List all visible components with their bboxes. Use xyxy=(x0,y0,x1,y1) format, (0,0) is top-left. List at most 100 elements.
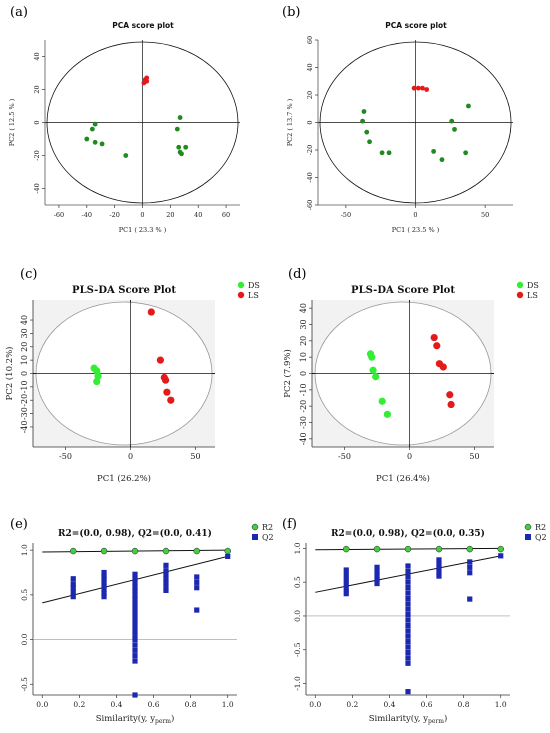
panel-a-1f8a1f-point xyxy=(176,144,182,150)
panel-e-q2-point xyxy=(132,619,138,625)
panel-f-q2-point xyxy=(374,564,380,570)
panel-f-q2-point xyxy=(436,557,442,563)
panel-e-q2-point xyxy=(132,623,138,629)
panel-a-x-tick-label: 40 xyxy=(194,211,202,219)
panel-c-y-tick-label: 40 xyxy=(20,315,29,325)
panel-f-x-axis-label-end: ) xyxy=(444,713,447,724)
panel-b-1f8a1f-point xyxy=(449,118,455,124)
panel-c-y-tick-label: 20 xyxy=(20,342,29,352)
panel-e-q2-point xyxy=(163,584,169,590)
panel-b-1f8a1f-point xyxy=(364,129,370,135)
panel-d-ds-point xyxy=(372,373,380,381)
panel-e-x-axis-label-subscript: perm xyxy=(155,718,171,725)
panel-d-legend-label-ds: DS xyxy=(527,281,539,290)
panel-d-label: (d) xyxy=(288,267,306,282)
panel-b-e41a1a-point xyxy=(411,85,417,91)
panel-a-x-tick-label: 20 xyxy=(166,211,174,219)
panel-e-x-tick-label: 0.0 xyxy=(36,700,48,709)
panel-b-x-axis-label: PC1 ( 23.5 % ) xyxy=(392,226,440,234)
panel-b-y-tick-label: 20 xyxy=(306,91,314,99)
panel-e-q2-point xyxy=(132,614,138,620)
panel-d-x-tick-label: 0 xyxy=(407,452,412,461)
panel-e-q2-point xyxy=(132,601,138,607)
panel-f-q2-point xyxy=(405,644,411,650)
panel-e-legend-marker-r2 xyxy=(251,523,259,531)
panel-c-ls-point xyxy=(162,376,170,384)
panel-e-q2-point xyxy=(132,605,138,611)
panel-b-y-tick-label: 60 xyxy=(306,36,314,44)
panel-c-x-tick-label: 0 xyxy=(128,452,133,461)
panel-f-y-tick-label: 1.0 xyxy=(293,542,302,554)
panel-f-r2-point xyxy=(497,545,504,553)
panel-c-y-tick-label: 0 xyxy=(20,371,29,376)
panel-a-x-axis-label: PC1 ( 23.3 % ) xyxy=(119,226,167,234)
panel-e-x-tick-label: 0.4 xyxy=(110,700,122,709)
panel-a-y-tick-label: 40 xyxy=(33,52,41,60)
panel-e-q2-point xyxy=(132,584,138,590)
panel-c-y-tick-label: 30 xyxy=(20,328,29,338)
panel-f-r2-point xyxy=(342,545,350,553)
panel-a-e41a1a-point xyxy=(144,78,150,84)
panel-e-q2-point xyxy=(132,628,138,634)
panel-b-1f8a1f-point xyxy=(367,139,372,145)
panel-f-q2-point xyxy=(405,617,411,623)
panel-f-q2-point xyxy=(343,591,349,597)
panel-b-y-tick-label: -40 xyxy=(306,172,314,182)
panel-f-q2-point xyxy=(405,649,411,656)
panel-f-q2-point xyxy=(343,586,349,592)
panel-d-y-tick-label: -40 xyxy=(299,432,308,445)
panel-f-legend-marker-q2 xyxy=(525,534,531,540)
panel-b-e41a1a-point xyxy=(424,87,430,92)
panel-b-y-axis-label: PC2 ( 13.7 % ) xyxy=(286,98,294,146)
panel-b-e41a1a-point xyxy=(415,85,421,91)
panel-f-q2-point xyxy=(467,570,473,576)
panel-e-q2-point xyxy=(101,594,107,600)
panel-e-q2-point xyxy=(194,607,200,613)
panel-d-title: PLS-DA Score Plot xyxy=(351,285,455,296)
panel-c-ls-point xyxy=(156,356,164,364)
panel-e-q2-point xyxy=(101,573,107,579)
panel-b-x-tick-label: 50 xyxy=(481,211,489,219)
panel-f-q2-point xyxy=(467,559,473,565)
panel-d-ls-point xyxy=(430,333,438,342)
panel-f-x-tick-label: 1.0 xyxy=(495,700,507,709)
panel-f-y-tick-label: 0.0 xyxy=(293,610,302,622)
panel-f-x-tick-label: 0.4 xyxy=(383,700,395,709)
panel-e-x-tick-label: 0.6 xyxy=(148,700,160,709)
panel-e-r2-point xyxy=(69,547,77,555)
panel-f-q2-point xyxy=(405,606,411,612)
panel-e-y-tick-label: 0.0 xyxy=(20,633,29,645)
panel-e-q2-point xyxy=(132,642,138,648)
panel-e-r2-point xyxy=(131,547,139,555)
panel-e-q2-point xyxy=(101,583,107,589)
panel-e-q2-point xyxy=(132,692,138,698)
panel-e-q2-point xyxy=(194,585,200,591)
panel-c-legend-label-ds: DS xyxy=(248,281,260,290)
panel-e-q2-point xyxy=(101,576,107,582)
panel-f-q2-point xyxy=(405,574,411,580)
panel-a-y-tick-label: 0 xyxy=(33,120,41,124)
panel-e-r2-point xyxy=(193,547,201,555)
panel-f-q2-point xyxy=(343,572,349,578)
panel-f-q2-point xyxy=(343,576,349,583)
panel-f-x-tick-label: 0.8 xyxy=(458,700,470,709)
panel-a-1f8a1f-point xyxy=(89,126,95,132)
panel-f-label: (f) xyxy=(282,517,297,532)
panel-e-q2-point xyxy=(132,632,138,638)
panel-e-q2-point xyxy=(163,571,169,577)
panel-d-plsda-score-plot: (d) -50 0 50 -40 -30 -20 -10 0 10 20 30 40 PLS-DA Sc… xyxy=(282,267,539,484)
panel-f-q2-point xyxy=(467,564,473,570)
panel-d-ds-point xyxy=(369,366,377,374)
panel-c-ls-point xyxy=(163,388,171,396)
panel-f-q2-point xyxy=(405,639,411,645)
panel-e-q2-point xyxy=(132,592,138,598)
panel-f-q2-point xyxy=(405,595,411,601)
panel-e-q2-point xyxy=(70,594,76,600)
panel-f-q2-point xyxy=(405,628,411,634)
panel-e-label: (e) xyxy=(10,517,28,532)
panel-e-q2-point xyxy=(132,636,138,643)
panel-c-x-tick-label: -50 xyxy=(59,452,72,461)
panel-c-y-tick-label: 10 xyxy=(20,355,29,365)
panel-c-legend-marker-ls xyxy=(237,291,245,299)
panel-f-q2-point xyxy=(405,612,411,618)
